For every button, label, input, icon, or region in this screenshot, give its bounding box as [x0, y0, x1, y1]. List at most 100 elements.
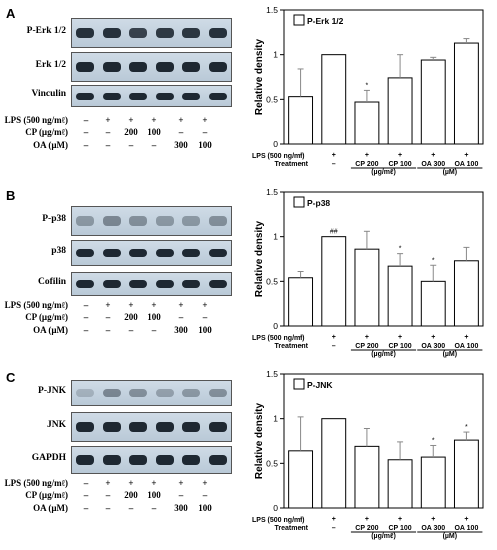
condition-cell: + [151, 478, 157, 488]
blot-image [71, 18, 232, 48]
bar [387, 265, 413, 327]
condition-cell: – [83, 325, 89, 335]
condition-cell: – [83, 312, 89, 322]
blot-band [208, 92, 227, 100]
significance-mark: * [366, 82, 369, 89]
blot-band [129, 422, 148, 432]
treatment-cell: OA 300 [421, 161, 445, 168]
blot-band [102, 280, 121, 288]
condition-cell: 200 [124, 127, 138, 137]
blot-band [182, 455, 201, 465]
lps-cell: + [365, 334, 369, 341]
condition-cell: – [151, 325, 157, 335]
blot-band [76, 422, 94, 432]
treatment-cell: CP 100 [388, 161, 411, 168]
legend-swatch [293, 14, 305, 26]
y-axis-label: Relative density [254, 38, 265, 115]
legend-label: P-Erk 1/2 [307, 16, 344, 26]
blot-band [155, 280, 174, 288]
blot-image [71, 240, 232, 266]
condition-cell: – [83, 115, 89, 125]
panel-letter: C [6, 370, 16, 385]
condition-cell: 100 [198, 325, 212, 335]
y-tick-label: 0 [273, 139, 278, 149]
significance-mark: * [432, 437, 435, 444]
blot-label: GAPDH [31, 453, 66, 463]
condition-cell: – [202, 127, 208, 137]
lps-cell: + [431, 516, 435, 523]
condition-cell: – [128, 325, 134, 335]
band-row [76, 62, 227, 72]
y-tick-label: 1 [273, 232, 278, 242]
condition-cell: – [128, 503, 134, 513]
condition-cell: – [202, 312, 208, 322]
condition-cell: 100 [147, 127, 161, 137]
blot-band [129, 92, 148, 100]
blot-band [102, 388, 121, 398]
condition-cell: 100 [198, 503, 212, 513]
lps-cell: – [299, 516, 303, 523]
condition-cell: – [105, 325, 111, 335]
bar [453, 260, 479, 327]
blot-band [208, 455, 227, 465]
condition-cell: + [128, 478, 134, 488]
lps-cell: + [365, 152, 369, 159]
treatment-row-label: Treatment [275, 343, 309, 350]
lps-cell: + [398, 334, 402, 341]
blot-band [182, 248, 201, 258]
legend-label: P-p38 [307, 198, 330, 208]
y-tick-label: 0.5 [266, 458, 278, 468]
condition-label: CP (µg/mℓ) [25, 127, 68, 137]
blot-image [71, 206, 232, 236]
condition-cell: – [83, 490, 89, 500]
condition-cell: – [105, 140, 111, 150]
blot-band [208, 280, 227, 288]
condition-cell: 100 [198, 140, 212, 150]
blot-band [155, 388, 174, 398]
significance-mark: * [465, 424, 468, 431]
y-tick-label: 0.5 [266, 276, 278, 286]
blot-band [76, 455, 94, 465]
blot-band [155, 248, 174, 258]
blot-band [182, 280, 201, 288]
lps-row-label: LPS (500 ng/ml) [252, 517, 305, 524]
condition-label: LPS (500 ng/mℓ) [4, 115, 68, 125]
bar [453, 42, 479, 145]
blot-band [129, 455, 148, 465]
blot-band [182, 216, 201, 226]
lps-row-label: LPS (500 ng/ml) [252, 153, 305, 160]
treatment-cell: OA 100 [454, 161, 478, 168]
blot-label: p38 [51, 246, 66, 256]
treatment-cell: OA 300 [421, 343, 445, 350]
blot-band [155, 216, 174, 226]
treatment-cell: CP 200 [355, 161, 378, 168]
condition-label: LPS (500 ng/mℓ) [4, 478, 68, 488]
significance-mark: ## [330, 229, 338, 236]
blot-band [76, 216, 94, 226]
blot-label: Cofilin [38, 277, 66, 287]
condition-cell: + [128, 115, 134, 125]
condition-cell: 200 [124, 490, 138, 500]
blot-band [76, 28, 94, 38]
treatment-row-label: Treatment [275, 161, 309, 168]
blot-band [208, 388, 227, 398]
treatment-cell: OA 100 [454, 525, 478, 532]
lps-cell: + [431, 152, 435, 159]
blot-label: Erk 1/2 [35, 60, 66, 70]
condition-cell: + [178, 115, 184, 125]
blot-band [182, 388, 201, 398]
panel-letter: A [6, 6, 16, 21]
condition-cell: 100 [147, 312, 161, 322]
condition-cell: 200 [124, 312, 138, 322]
legend-swatch [293, 378, 305, 390]
condition-cell: – [178, 127, 184, 137]
band-row [76, 92, 227, 100]
bar [288, 450, 314, 509]
condition-cell: – [128, 140, 134, 150]
condition-cell: – [105, 490, 111, 500]
blot-image [71, 85, 232, 107]
condition-cell: – [83, 127, 89, 137]
bar [288, 277, 314, 327]
blot-band [76, 280, 94, 288]
bar [321, 236, 347, 327]
